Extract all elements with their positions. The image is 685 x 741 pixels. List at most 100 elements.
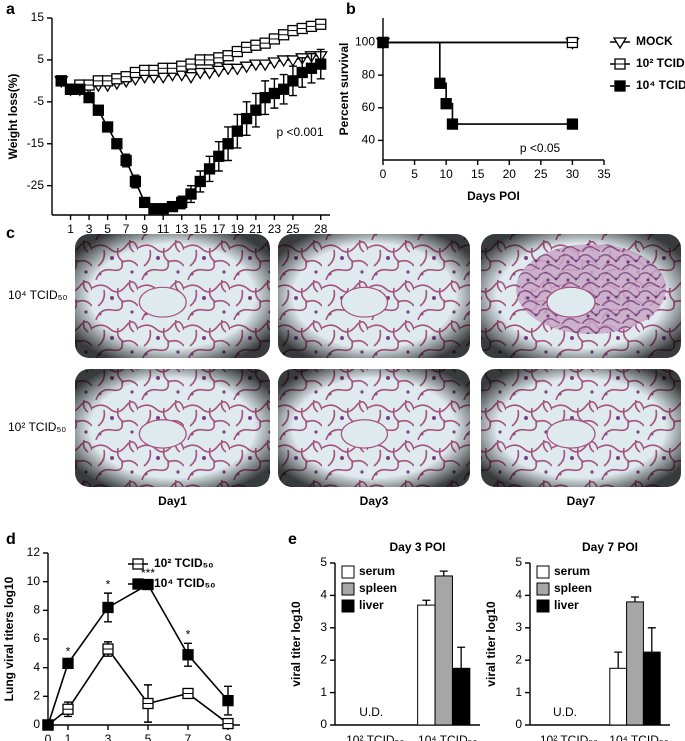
vignette <box>278 234 470 358</box>
series-line <box>47 647 229 726</box>
series-line <box>47 583 229 726</box>
vignette <box>75 369 270 487</box>
marker <box>278 83 290 95</box>
marker <box>230 63 245 76</box>
legend-marker <box>614 80 626 92</box>
chart-title: Day 7 POI <box>582 540 638 554</box>
marker <box>239 61 254 74</box>
panel-label: d <box>6 531 16 548</box>
y-tick-label: 1 <box>320 685 327 699</box>
x-tick-label: 35 <box>597 167 611 181</box>
legend-swatch <box>341 599 355 613</box>
step-line <box>383 41 573 125</box>
y-tick-label: 100 <box>355 35 375 49</box>
x-tick-label: 7 <box>123 222 130 236</box>
x-tick-label: 21 <box>249 222 263 236</box>
y-tick-label: 8 <box>33 603 40 617</box>
legend-label: 10⁴ TCID₅₀ <box>154 576 216 590</box>
x-tick-label: 5 <box>104 222 111 236</box>
marker <box>203 163 216 175</box>
panel-label: a <box>6 1 15 18</box>
y-tick-label: -5 <box>33 94 44 108</box>
x-tick-label: 7 <box>185 732 192 741</box>
legend-label: serum <box>359 564 395 578</box>
x-tick-label: 11 <box>157 222 170 236</box>
legend-swatch <box>536 565 550 579</box>
x-axis-label: Days POI <box>467 189 520 203</box>
null-label: U.D. <box>553 705 577 719</box>
marker <box>377 36 389 49</box>
marker <box>213 150 225 162</box>
error-bar <box>422 599 431 606</box>
marker <box>182 649 194 661</box>
y-tick-label: 60 <box>362 100 376 114</box>
y-tick-label: 4 <box>320 588 327 602</box>
marker <box>231 125 243 137</box>
marker <box>287 75 299 87</box>
bar <box>451 667 471 726</box>
marker <box>222 138 234 150</box>
error-bar <box>614 651 623 669</box>
legend-swatch <box>341 565 355 579</box>
row-label: 10⁴ TCID₅₀ <box>8 288 67 302</box>
y-tick-label: 0 <box>515 717 522 731</box>
error-bar <box>647 627 656 653</box>
y-tick-label: 3 <box>320 620 327 634</box>
y-tick-label: 80 <box>362 67 376 81</box>
x-tick-label: 19 <box>231 222 245 236</box>
y-tick-label: 5 <box>37 52 44 66</box>
y-axis-label: viral titer log10 <box>289 601 303 687</box>
y-tick-label: 2 <box>33 689 40 703</box>
y-tick-label: 4 <box>515 588 522 602</box>
error-bar <box>631 596 639 602</box>
marker <box>240 112 253 125</box>
marker <box>194 175 206 188</box>
bar <box>609 667 628 726</box>
x-tick-label: 3 <box>86 222 93 236</box>
column-label: Day1 <box>158 494 187 508</box>
marker <box>446 118 459 130</box>
marker <box>55 75 67 87</box>
y-tick-label: 1 <box>515 685 522 699</box>
x-tick-label: 10 <box>439 167 453 181</box>
legend-marker <box>612 37 628 50</box>
x-tick-label: 9 <box>141 222 148 236</box>
panel-label: b <box>346 1 356 18</box>
y-tick-label: 5 <box>320 555 327 569</box>
legend-label: 10² TCID₅₀ <box>154 556 214 570</box>
marker <box>111 138 123 150</box>
y-tick-label: -25 <box>27 178 45 192</box>
marker <box>315 58 327 70</box>
marker <box>257 59 273 72</box>
marker <box>220 63 236 76</box>
marker <box>566 118 579 130</box>
bar <box>434 575 453 726</box>
x-tick-label: 17 <box>212 222 226 236</box>
x-tick-label: 0 <box>380 167 387 181</box>
row-label: 10² TCID₅₀ <box>8 420 66 434</box>
error-bar <box>439 570 448 576</box>
x-tick-label: 15 <box>471 167 485 181</box>
x-tick-label: 25 <box>286 222 300 236</box>
legend-swatch <box>536 582 550 596</box>
chart-title: Day 3 POI <box>389 540 445 554</box>
y-tick-label: -15 <box>27 136 45 150</box>
y-tick-label: 6 <box>33 631 40 645</box>
legend-label: liver <box>554 598 579 612</box>
marker <box>434 77 446 89</box>
marker <box>148 203 160 215</box>
marker <box>120 154 132 167</box>
marker <box>101 121 114 133</box>
marker <box>129 175 142 188</box>
annotation: p <0.001 <box>276 125 323 139</box>
y-tick-label: 15 <box>31 10 45 24</box>
y-tick-label: 10 <box>27 574 41 588</box>
panel-label: c <box>6 225 15 242</box>
legend-swatch <box>536 599 550 613</box>
marker <box>166 200 179 213</box>
x-tick-label: 10² TCID₅₀ <box>540 733 598 741</box>
legend-label: spleen <box>554 581 592 595</box>
y-tick-label: 40 <box>362 133 376 147</box>
x-tick-label: 13 <box>175 222 189 236</box>
